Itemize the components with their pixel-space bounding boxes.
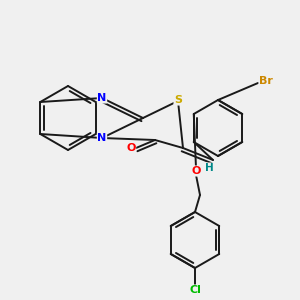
Text: Cl: Cl bbox=[189, 285, 201, 295]
Text: Br: Br bbox=[259, 76, 273, 86]
Text: N: N bbox=[98, 133, 106, 143]
Text: H: H bbox=[205, 163, 213, 173]
Text: O: O bbox=[191, 166, 201, 176]
Text: S: S bbox=[174, 95, 182, 105]
Text: N: N bbox=[98, 93, 106, 103]
Text: O: O bbox=[126, 143, 136, 153]
